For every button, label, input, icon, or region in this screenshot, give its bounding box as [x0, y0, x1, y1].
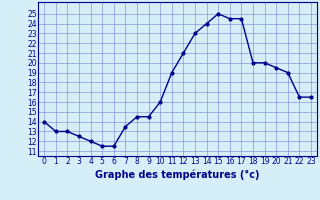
X-axis label: Graphe des températures (°c): Graphe des températures (°c)	[95, 169, 260, 180]
